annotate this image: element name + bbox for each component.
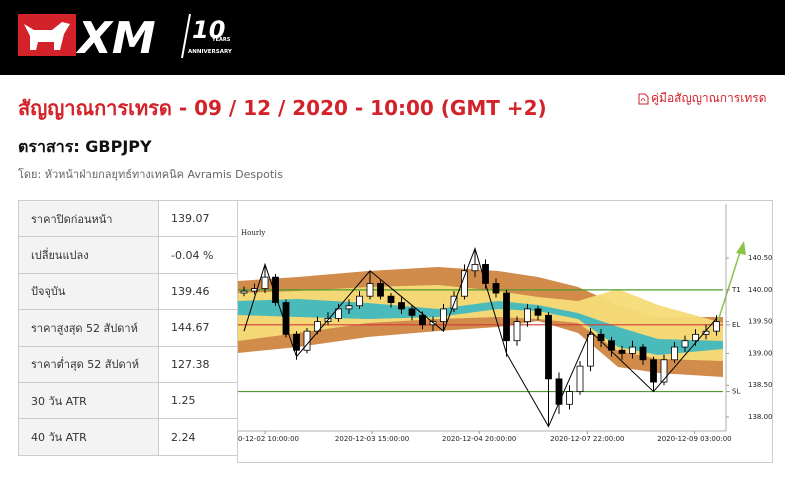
- instrument: ตราสาร: GBPJPY: [18, 137, 152, 156]
- candle-body: [429, 321, 437, 326]
- candle-body: [671, 346, 678, 361]
- candle-body: [398, 302, 405, 310]
- x-tick-label: 2020-12-04 20:00:00: [442, 435, 516, 443]
- table-row: 40 วัน ATR 2.24: [18, 418, 238, 456]
- logo-text: XM: [75, 13, 156, 64]
- table-row: ราคาสูงสุด 52 สัปดาห์ 144.67: [18, 309, 238, 347]
- target-arrow: [717, 248, 742, 322]
- stats-table: ราคาปิดก่อนหน้า 139.07 เปลี่ยนแปลง -0.04 % ป…: [18, 199, 238, 456]
- candle-body: [482, 264, 489, 284]
- x-tick-label: 2020-12-03 15:00:00: [335, 435, 409, 443]
- candle-body: [545, 314, 552, 380]
- anniversary-text: ANNIVERSARY: [188, 49, 233, 55]
- x-tick-label: 2020-12-07 22:00:00: [550, 435, 624, 443]
- candle-body: [587, 333, 594, 367]
- row-label: ปัจจุบัน: [18, 272, 159, 311]
- candle-body: [576, 365, 584, 392]
- chart-title: Hourly: [241, 229, 265, 237]
- logo-divider: [181, 13, 191, 59]
- row-label: 30 วัน ATR: [18, 381, 159, 420]
- chart: Hourly 138.00 138.50 139.00 139.50 140.00 140…: [237, 200, 773, 463]
- candle-body: [639, 346, 647, 361]
- candle-body: [566, 391, 573, 405]
- row-value: 139.07: [158, 199, 238, 238]
- candle-body: [335, 308, 342, 319]
- candle-body: [681, 340, 689, 348]
- candle-body: [272, 276, 279, 303]
- row-label: ราคาปิดก่อนหน้า: [18, 199, 159, 238]
- level-label: SL: [732, 388, 740, 396]
- candle-body: [377, 283, 384, 297]
- candle-body: [387, 295, 395, 303]
- target-arrowhead: [736, 241, 746, 255]
- guide-link[interactable]: คู่มือสัญญาณการเทรด: [638, 89, 767, 108]
- row-label: 40 วัน ATR: [18, 418, 159, 456]
- level-label: EL: [732, 321, 740, 329]
- table-row: 30 วัน ATR 1.25: [18, 381, 238, 420]
- candle-body: [419, 314, 426, 326]
- row-value: 2.24: [158, 418, 238, 456]
- candle-body: [293, 333, 300, 351]
- x-tick-label: 0-12-02 10:00:00: [238, 435, 299, 443]
- stats-body: ราคาปิดก่อนหน้า 139.07 เปลี่ยนแปลง -0.04 % ป…: [18, 199, 238, 456]
- row-value: -0.04 %: [158, 236, 238, 274]
- row-label: ราคาต่ำสุด 52 สัปดาห์: [18, 345, 159, 383]
- guide-link-text: คู่มือสัญญาณการเทรด: [651, 91, 767, 105]
- candle-body: [240, 290, 248, 294]
- y-tick-label: 139.50: [748, 318, 773, 326]
- bull-icon: [24, 22, 70, 50]
- pdf-icon: [638, 93, 649, 104]
- anniversary-years: YEARS: [211, 37, 231, 43]
- candle-body: [440, 308, 447, 323]
- row-value: 1.25: [158, 381, 238, 420]
- row-value: 127.38: [158, 345, 238, 383]
- row-value: 139.46: [158, 272, 238, 311]
- candle-body: [261, 276, 269, 289]
- candle-body: [356, 295, 363, 307]
- table-row: ราคาปิดก่อนหน้า 139.07: [18, 199, 238, 238]
- zigzag-line: [243, 246, 717, 428]
- candle-body: [692, 333, 699, 342]
- y-tick-label: 139.00: [748, 349, 773, 357]
- candle-body: [555, 378, 563, 405]
- candle-body: [345, 305, 353, 310]
- candle-body: [461, 270, 468, 297]
- candle-body: [629, 346, 636, 354]
- signal-title: สัญญาณการเทรด - 09 / 12 / 2020 - 10:00 (…: [18, 96, 547, 120]
- candle-body: [608, 340, 615, 351]
- band-inner: [238, 299, 723, 355]
- y-tick-label: 138.00: [748, 413, 773, 421]
- table-row: เปลี่ยนแปลง -0.04 %: [18, 236, 238, 274]
- level-label: T1: [731, 286, 741, 294]
- candle-body: [650, 359, 657, 383]
- candle-body: [366, 283, 374, 297]
- candle-body: [492, 283, 500, 294]
- anniversary-number: 10: [192, 16, 225, 44]
- candle-body: [660, 359, 668, 383]
- candle-body: [408, 308, 416, 316]
- table-row: ปัจจุบัน 139.46: [18, 272, 238, 311]
- y-tick-label: 140.00: [748, 286, 773, 294]
- table-row: ราคาต่ำสุด 52 สัปดาห์ 127.38: [18, 345, 238, 383]
- y-tick-label: 140.50: [748, 254, 773, 262]
- x-tick-label: 2020-12-09 03:00:00: [657, 435, 731, 443]
- row-value: 144.67: [158, 309, 238, 347]
- row-label: เปลี่ยนแปลง: [18, 236, 159, 274]
- candle-body: [513, 321, 521, 342]
- author: โดย: หัวหน้าฝ่ายกลยุทธ์ทางเทคนิค Avramis…: [18, 168, 283, 181]
- y-tick-label: 138.50: [748, 381, 773, 389]
- candle-body: [503, 292, 510, 342]
- candle-body: [471, 264, 479, 272]
- header: XM 10 YEARS ANNIVERSARY: [0, 0, 785, 75]
- candle-body: [713, 321, 720, 332]
- candle-body: [534, 308, 542, 316]
- candle-body: [524, 308, 531, 323]
- header-bar: [0, 0, 785, 75]
- row-label: ราคาสูงสุด 52 สัปดาห์: [18, 309, 159, 347]
- candle-body: [314, 321, 321, 332]
- candle-body: [618, 349, 626, 354]
